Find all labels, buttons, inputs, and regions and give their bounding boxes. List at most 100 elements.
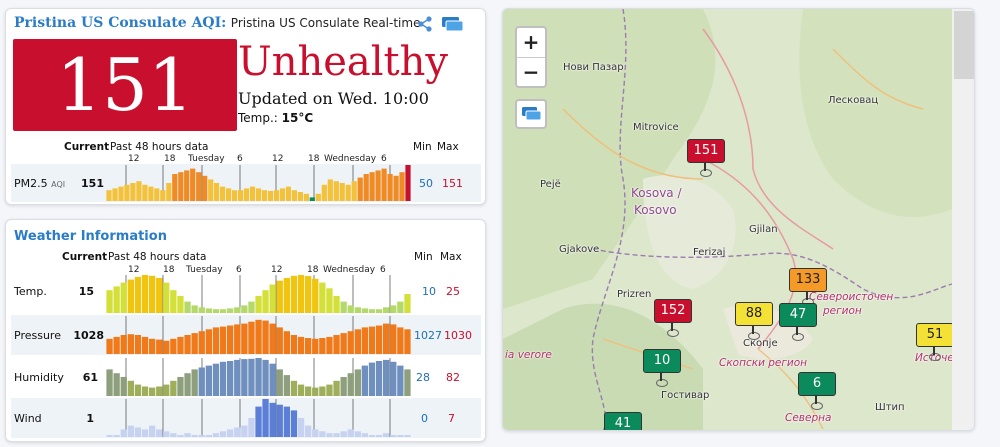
- wind-sparkline[interactable]: [106, 399, 411, 437]
- sparkline-bar: [297, 418, 305, 437]
- sparkline-bar: [326, 336, 333, 354]
- city-label: Штип: [875, 402, 905, 413]
- sparkline-bar: [319, 386, 326, 396]
- sparkline-bar: [390, 361, 397, 396]
- sparkline-bar: [227, 308, 234, 313]
- sparkline-bar: [283, 375, 290, 396]
- sparkline-bar: [127, 425, 134, 437]
- sparkline-bar: [113, 336, 120, 354]
- humidity-sparkline[interactable]: [106, 358, 411, 396]
- sparkline-bar: [290, 410, 298, 437]
- sparkline-bar: [255, 358, 262, 396]
- sparkline-bar: [368, 362, 376, 396]
- sparkline-bar: [112, 188, 118, 201]
- aqi-marker[interactable]: 88: [735, 302, 773, 340]
- sparkline-bar: [127, 380, 134, 396]
- sparkline-bar: [241, 323, 248, 354]
- sparkline-bar: [219, 309, 227, 313]
- humidity-min: 28: [416, 371, 430, 384]
- sparkline-bar: [375, 325, 383, 354]
- sparkline-bar: [383, 359, 390, 396]
- city-label: Gjakove: [559, 244, 600, 255]
- sparkline-bar: [276, 280, 283, 313]
- sparkline-bar: [255, 188, 262, 201]
- tick-label: 18: [307, 265, 319, 275]
- header-min: Min: [414, 251, 433, 263]
- sparkline-bar: [191, 435, 198, 437]
- sparkline-bar: [177, 336, 184, 354]
- tick-label: 12: [128, 154, 140, 164]
- sparkline-bar: [196, 172, 202, 201]
- zoom-in-button[interactable]: +: [522, 30, 540, 54]
- window-icon[interactable]: [440, 15, 464, 33]
- temp-min: 10: [422, 285, 436, 298]
- pressure-sparkline[interactable]: [106, 316, 411, 354]
- map-card[interactable]: + − Нови Пазар Лесковац Mitrovice Pejë K…: [502, 8, 975, 431]
- city-label: Ferizaj: [693, 247, 726, 258]
- sparkline-bar: [227, 429, 234, 437]
- pm25-sparkline[interactable]: [106, 165, 411, 201]
- sparkline-bar: [220, 186, 226, 201]
- region-label: Североисточен: [809, 291, 894, 303]
- scrollbar-thumb[interactable]: [954, 11, 974, 79]
- sparkline-bar: [234, 359, 241, 396]
- sparkline-bar: [319, 282, 326, 313]
- sparkline-bar: [120, 377, 127, 396]
- station-name[interactable]: Pristina US Consulate AQI:: [14, 15, 227, 31]
- sparkline-bar: [170, 433, 177, 437]
- aqi-marker[interactable]: 10: [643, 349, 681, 387]
- sparkline-bar: [134, 276, 142, 313]
- sparkline-bar: [141, 429, 149, 437]
- current-temp: Temp.: 15°C: [238, 111, 313, 125]
- sparkline-bar: [113, 373, 120, 396]
- city-label: Prizren: [617, 289, 652, 300]
- aqi-value-box: 151: [13, 39, 237, 131]
- sparkline-bar: [142, 184, 148, 201]
- temp-sparkline[interactable]: [106, 275, 411, 313]
- sparkline-bar: [238, 190, 244, 201]
- aqi-marker[interactable]: 47: [779, 303, 817, 341]
- sparkline-bar: [124, 184, 130, 201]
- layers-button[interactable]: [515, 99, 547, 129]
- sparkline-bar: [290, 380, 298, 396]
- sparkline-bar: [297, 336, 305, 354]
- map-scrollbar[interactable]: [952, 9, 974, 430]
- pressure-max: 1030: [444, 329, 472, 342]
- map-terrain[interactable]: [503, 9, 975, 431]
- temp-label: Temp.:: [238, 111, 278, 125]
- sparkline-bar: [120, 429, 127, 437]
- sparkline-bar: [134, 384, 142, 396]
- sparkline-bar: [321, 184, 327, 201]
- sparkline-bar: [390, 435, 397, 437]
- aqi-marker[interactable]: 51: [916, 323, 954, 361]
- aqi-marker[interactable]: 6: [798, 372, 836, 410]
- sparkline-bar: [404, 294, 411, 313]
- sparkline-bar: [184, 301, 191, 313]
- sparkline-bar: [319, 431, 326, 437]
- sparkline-bar: [190, 168, 196, 201]
- sparkline-bar: [361, 433, 368, 437]
- sparkline-bar: [163, 431, 170, 437]
- aqi-marker[interactable]: 152: [654, 299, 692, 337]
- sparkline-bar: [113, 286, 120, 313]
- sparkline-bar: [305, 425, 312, 437]
- sparkline-bar: [283, 331, 290, 354]
- sparkline-bar: [269, 402, 276, 437]
- share-icon[interactable]: [416, 15, 434, 33]
- sparkline-bar: [361, 308, 368, 313]
- aqi-marker[interactable]: 41: [604, 412, 642, 430]
- sparkline-bar: [106, 338, 113, 354]
- zoom-out-button[interactable]: −: [517, 57, 545, 86]
- sparkline-bar: [383, 323, 390, 354]
- tick-label: 6: [381, 154, 387, 164]
- sparkline-bar: [202, 175, 208, 201]
- sparkline-bar: [354, 307, 361, 313]
- sparkline-bar: [297, 384, 305, 396]
- sparkline-bar: [326, 433, 333, 437]
- sparkline-bar: [234, 427, 241, 437]
- sparkline-bar: [383, 307, 390, 313]
- country-label: Kosova /: [631, 186, 682, 200]
- aqi-marker[interactable]: 133: [789, 268, 827, 306]
- aqi-marker[interactable]: 151: [687, 139, 725, 177]
- sparkline-bar: [160, 190, 166, 201]
